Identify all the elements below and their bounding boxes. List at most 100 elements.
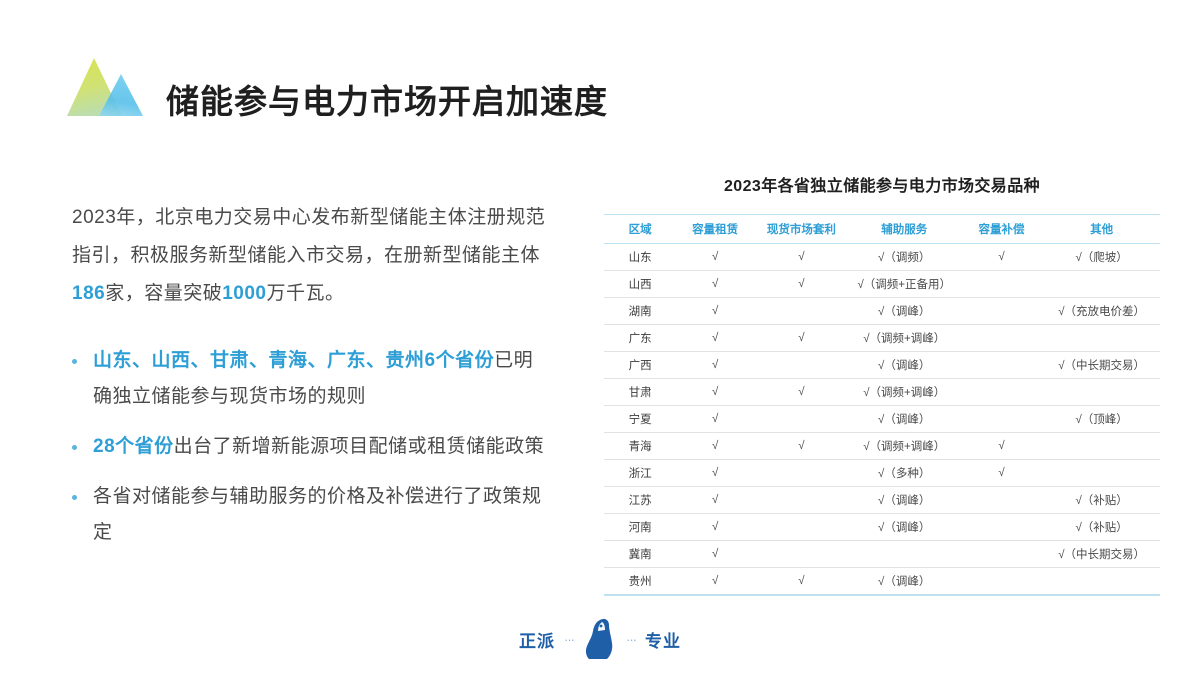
cell-spot-arbitrage: √ — [754, 243, 849, 271]
cell-ancillary-service: √（调频+调峰） — [848, 324, 960, 352]
cell-ancillary-service — [848, 540, 960, 568]
table-row: 湖南 √ √（调峰） √（充放电价差） — [604, 297, 1160, 325]
bullet-emphasis-1: 山东、山西、甘肃、青海、广东、贵州6个省份 — [93, 350, 495, 371]
cell-capacity-compensation — [959, 405, 1044, 433]
cell-other: √（爬坡） — [1043, 243, 1160, 271]
cell-capacity-compensation — [959, 378, 1044, 406]
slide-footer: 正派 ··· ··· 专业 — [0, 618, 1200, 660]
column-header-region: 区域 — [604, 214, 677, 244]
cell-capacity-lease: √ — [676, 459, 755, 487]
table-row: 广西 √ √（调峰） √（中长期交易） — [604, 351, 1160, 379]
table-row: 甘肃 √ √ √（调频+调峰） — [604, 378, 1160, 406]
cell-region: 江苏 — [604, 486, 677, 514]
cell-capacity-lease: √ — [676, 540, 755, 568]
bullet-dot-icon — [72, 359, 77, 364]
cell-spot-arbitrage — [754, 486, 849, 514]
cell-region: 贵州 — [604, 567, 677, 596]
cell-capacity-compensation — [959, 297, 1044, 325]
cell-spot-arbitrage — [754, 297, 849, 325]
cell-ancillary-service: √（调峰） — [848, 567, 960, 596]
cell-capacity-compensation: √ — [959, 432, 1044, 460]
bullet-emphasis-2: 28个省份 — [93, 436, 174, 457]
table-row: 青海 √ √ √（调频+调峰） √ — [604, 432, 1160, 460]
cell-capacity-compensation — [959, 513, 1044, 541]
cell-other — [1043, 378, 1160, 406]
cell-capacity-compensation — [959, 567, 1044, 596]
cell-spot-arbitrage: √ — [754, 270, 849, 298]
bullet-dot-icon — [72, 445, 77, 450]
intro-highlight-186: 186 — [72, 283, 106, 304]
cell-region: 浙江 — [604, 459, 677, 487]
cell-capacity-compensation — [959, 270, 1044, 298]
bullet-text-2: 28个省份出台了新增新能源项目配储或租赁储能政策 — [93, 429, 544, 465]
column-header-other: 其他 — [1043, 214, 1160, 244]
cell-region: 广西 — [604, 351, 677, 379]
footer-right-word: 专业 — [645, 631, 681, 651]
penguin-mark-svg — [585, 618, 613, 659]
cell-capacity-lease: √ — [676, 513, 755, 541]
intro-part1: 2023年，北京电力交易中心发布新型储能主体注册规范指引，积极服务新型储能入市交… — [72, 207, 546, 266]
cell-capacity-lease: √ — [676, 567, 755, 596]
table-row: 广东 √ √ √（调频+调峰） — [604, 324, 1160, 352]
cell-capacity-lease: √ — [676, 270, 755, 298]
intro-paragraph: 2023年，北京电力交易中心发布新型储能主体注册规范指引，积极服务新型储能入市交… — [72, 199, 552, 313]
footer-dash-left: ··· — [564, 631, 575, 647]
cell-spot-arbitrage: √ — [754, 324, 849, 352]
cell-other — [1043, 567, 1160, 596]
footer-left-word: 正派 — [519, 631, 555, 651]
table-title: 2023年各省独立储能参与电力市场交易品种 — [724, 178, 1040, 195]
bullet-rest-1: 已明确独立储能参与现货市场的规则 — [93, 350, 534, 407]
cell-capacity-lease: √ — [676, 405, 755, 433]
cell-spot-arbitrage: √ — [754, 378, 849, 406]
cell-other: √（补贴） — [1043, 486, 1160, 514]
cell-capacity-lease: √ — [676, 351, 755, 379]
table-row: 山东 √ √ √（调频） √ √（爬坡） — [604, 243, 1160, 271]
cell-other — [1043, 459, 1160, 487]
cell-ancillary-service: √（调峰） — [848, 351, 960, 379]
column-header-spot-arbitrage: 现货市场套利 — [754, 214, 849, 244]
bullet-item-1: 山东、山西、甘肃、青海、广东、贵州6个省份已明确独立储能参与现货市场的规则 — [72, 343, 552, 415]
footer-dash-right: ··· — [626, 631, 637, 647]
twin-triangle-svg — [67, 58, 143, 116]
cell-capacity-lease: √ — [676, 297, 755, 325]
penguin-mark-icon — [583, 618, 617, 660]
cell-capacity-lease: √ — [676, 486, 755, 514]
cell-other: √（补贴） — [1043, 513, 1160, 541]
cell-other — [1043, 432, 1160, 460]
bullet-text-1: 山东、山西、甘肃、青海、广东、贵州6个省份已明确独立储能参与现货市场的规则 — [93, 343, 552, 415]
intro-part2: 家，容量突破 — [105, 283, 223, 304]
cell-other: √（中长期交易） — [1043, 351, 1160, 379]
cell-ancillary-service: √（调频+调峰） — [848, 378, 960, 406]
cell-ancillary-service: √（调频） — [848, 243, 960, 271]
cell-spot-arbitrage — [754, 459, 849, 487]
page-title: 储能参与电力市场开启加速度 — [166, 83, 608, 120]
cell-ancillary-service: √（调峰） — [848, 297, 960, 325]
cell-region: 山西 — [604, 270, 677, 298]
cell-capacity-lease: √ — [676, 324, 755, 352]
left-content-column: 2023年，北京电力交易中心发布新型储能主体注册规范指引，积极服务新型储能入市交… — [72, 180, 552, 565]
cell-other: √（充放电价差） — [1043, 297, 1160, 325]
cell-ancillary-service: √（调峰） — [848, 405, 960, 433]
cell-capacity-compensation — [959, 351, 1044, 379]
column-header-capacity-compensation: 容量补偿 — [959, 214, 1044, 244]
cell-spot-arbitrage — [754, 513, 849, 541]
table-row: 贵州 √ √ √（调峰） — [604, 567, 1160, 596]
cell-region: 河南 — [604, 513, 677, 541]
cell-other — [1043, 270, 1160, 298]
table-row: 山西 √ √ √（调频+正备用） — [604, 270, 1160, 298]
bullet-text-3: 各省对储能参与辅助服务的价格及补偿进行了政策规定 — [93, 479, 552, 551]
bullet-rest-3: 各省对储能参与辅助服务的价格及补偿进行了政策规定 — [93, 486, 542, 543]
column-header-ancillary-service: 辅助服务 — [848, 214, 960, 244]
cell-capacity-compensation: √ — [959, 459, 1044, 487]
cell-spot-arbitrage — [754, 405, 849, 433]
cell-region: 广东 — [604, 324, 677, 352]
cell-other — [1043, 324, 1160, 352]
cell-ancillary-service: √（调频+调峰） — [848, 432, 960, 460]
cell-capacity-lease: √ — [676, 243, 755, 271]
cell-spot-arbitrage — [754, 540, 849, 568]
table-row: 冀南 √ √（中长期交易） — [604, 540, 1160, 568]
column-header-capacity-lease: 容量租赁 — [676, 214, 755, 244]
cell-capacity-compensation — [959, 486, 1044, 514]
cell-capacity-compensation — [959, 540, 1044, 568]
bullet-item-2: 28个省份出台了新增新能源项目配储或租赁储能政策 — [72, 429, 552, 465]
